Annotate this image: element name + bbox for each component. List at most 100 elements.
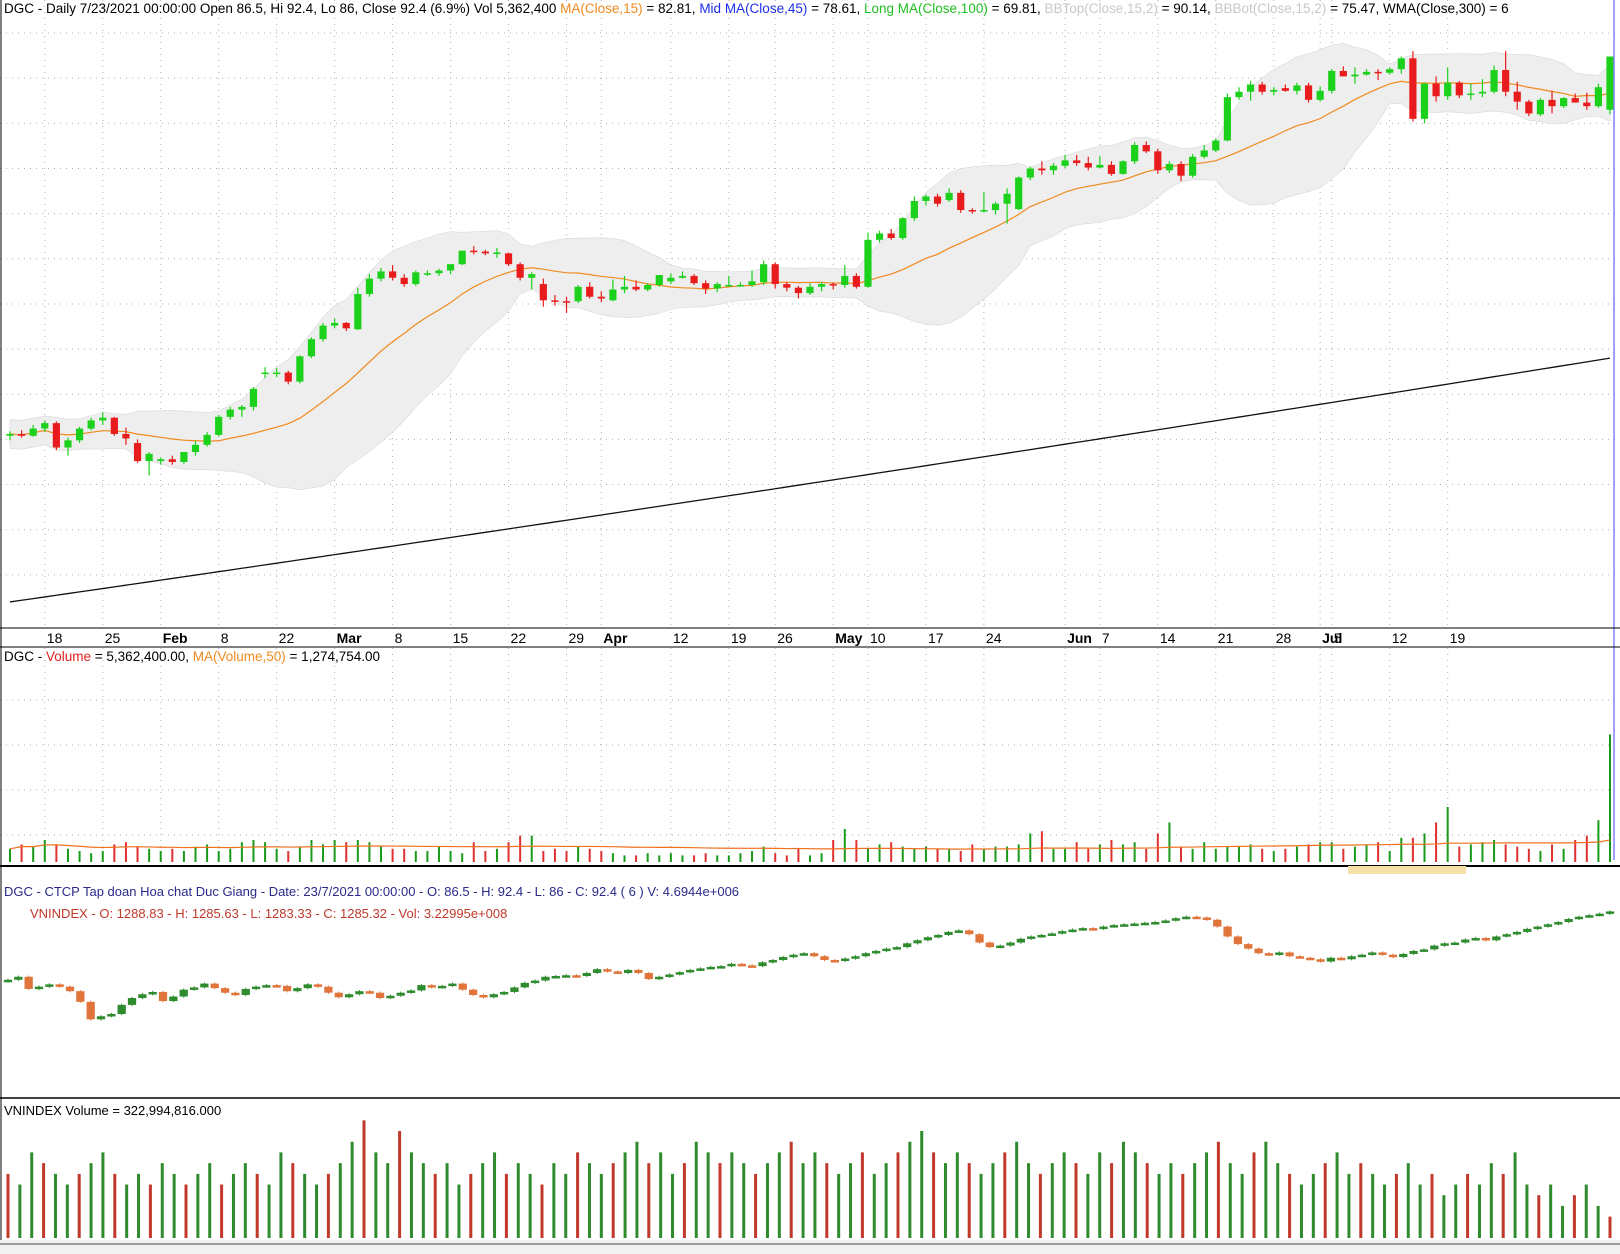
- vni-body: [1388, 954, 1398, 958]
- candle-body: [771, 264, 779, 285]
- candle-body: [133, 443, 142, 462]
- candle-body: [887, 233, 895, 239]
- candle-body: [1142, 145, 1150, 152]
- candle-body: [910, 200, 918, 219]
- candle-body: [1073, 160, 1081, 164]
- vni-body: [55, 984, 64, 987]
- vni-body: [965, 930, 974, 935]
- x-tick-label: 14: [1160, 630, 1176, 646]
- candle-body: [435, 270, 443, 274]
- vni-body: [1058, 931, 1067, 934]
- vni-body: [1471, 938, 1480, 941]
- candle-body: [1015, 177, 1023, 210]
- candle-body: [226, 409, 234, 417]
- candle-body: [690, 275, 698, 284]
- vni-body: [541, 976, 550, 981]
- candle-body: [1513, 91, 1521, 102]
- candle-body: [1316, 90, 1324, 100]
- vni-body: [1016, 938, 1026, 943]
- vni-body: [200, 983, 209, 988]
- vni-body: [1533, 926, 1542, 930]
- vni-body: [748, 965, 757, 968]
- vni-body: [1316, 959, 1325, 962]
- candle-body: [644, 284, 652, 290]
- candle-body: [354, 294, 362, 330]
- vni-body: [561, 975, 571, 978]
- vni-body: [1120, 924, 1129, 927]
- x-tick-label: 15: [453, 630, 469, 646]
- candle-body: [423, 273, 431, 275]
- vni-body: [1244, 944, 1253, 949]
- wma300-line: [9, 357, 1611, 603]
- vni-body: [923, 937, 932, 941]
- candle-body: [678, 275, 687, 278]
- vni-body: [1047, 933, 1057, 936]
- vni-body: [1223, 926, 1232, 937]
- candle-body: [1281, 88, 1289, 91]
- vni-body: [96, 1016, 106, 1020]
- candle-body: [157, 459, 165, 462]
- vni-body: [107, 1014, 116, 1017]
- vni-body: [1078, 928, 1088, 931]
- vni-body: [1295, 956, 1305, 959]
- x-tick-label: 5: [1334, 630, 1342, 646]
- candle-body: [365, 278, 374, 295]
- vni-body: [1605, 911, 1615, 914]
- vni-body: [830, 960, 839, 963]
- candle-body: [655, 275, 663, 285]
- candle-body: [331, 322, 339, 326]
- candle-body: [1038, 168, 1046, 171]
- vni-body: [1492, 936, 1501, 941]
- candle-body: [1084, 163, 1092, 168]
- candle-body: [389, 271, 397, 278]
- candle-body: [1548, 99, 1556, 107]
- vni-body: [861, 953, 870, 957]
- ma15-line: [9, 80, 1611, 442]
- candle-body: [574, 286, 582, 302]
- candle-body: [215, 416, 223, 435]
- vni-body: [1326, 957, 1336, 962]
- candle-body: [75, 428, 84, 441]
- candle-body: [899, 218, 907, 239]
- x-tick-label: 12: [673, 630, 689, 646]
- candle-body: [1606, 56, 1614, 110]
- candle-body: [168, 459, 176, 462]
- x-tick-label: 17: [928, 630, 944, 646]
- candle-body: [1049, 165, 1058, 171]
- vni-body: [1461, 939, 1470, 943]
- candle-body: [1432, 83, 1440, 97]
- candle-body: [342, 322, 350, 329]
- vni-body: [603, 969, 612, 972]
- vni-body: [241, 988, 250, 995]
- candle-body: [1212, 140, 1220, 151]
- vni-body: [148, 991, 157, 995]
- x-tick-label: May: [835, 630, 862, 646]
- vni-body: [272, 985, 281, 988]
- candle-body: [400, 277, 408, 285]
- vni-body: [14, 976, 23, 980]
- vni-body: [996, 945, 1005, 949]
- x-tick-label: 29: [569, 630, 585, 646]
- vni-body: [1347, 956, 1356, 960]
- vni-body: [872, 950, 881, 954]
- candle-body: [493, 252, 501, 254]
- vni-body: [448, 983, 457, 987]
- vni-body: [551, 976, 560, 979]
- vni-body: [158, 991, 168, 1002]
- x-tick-label: 7: [1102, 630, 1110, 646]
- x-tick-label: Feb: [163, 630, 188, 646]
- vni-body: [468, 989, 478, 995]
- vni-body: [334, 992, 343, 998]
- vni-body: [262, 985, 271, 988]
- candle-body: [307, 339, 316, 357]
- vni-body: [293, 988, 302, 992]
- vni-body: [179, 989, 188, 997]
- vni-body: [1337, 957, 1346, 961]
- vni-body: [520, 982, 529, 988]
- candle-body: [412, 272, 420, 285]
- vni-body: [313, 984, 323, 987]
- candle-body: [1455, 82, 1463, 96]
- x-axis: 18 25 Feb 8 22 Mar 8 15 22 29 Apr 12 19 26 May 10 17 24 Ju…: [47, 630, 1466, 646]
- candle-body: [1235, 91, 1243, 98]
